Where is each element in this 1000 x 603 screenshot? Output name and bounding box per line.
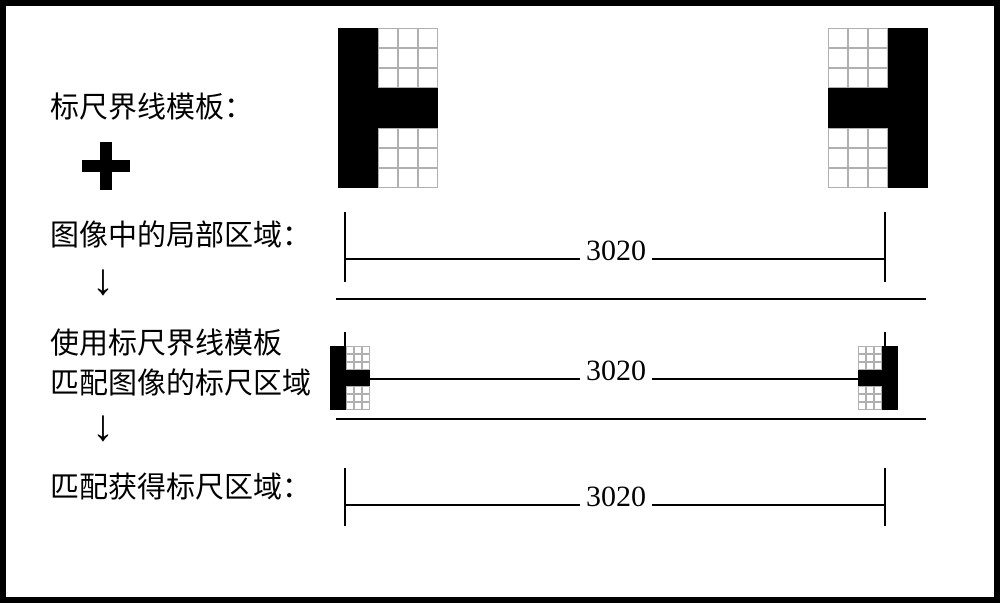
mini-template-right bbox=[858, 346, 898, 410]
ruler-value: 3020 bbox=[580, 480, 652, 514]
mini-template-left bbox=[330, 346, 370, 410]
ruler-tick-left bbox=[344, 468, 346, 526]
ruler-value: 3020 bbox=[580, 354, 652, 388]
label-template: 标尺界线模板： bbox=[50, 84, 253, 126]
arrow-icon: ↓ bbox=[92, 258, 114, 302]
plus-icon-v bbox=[100, 142, 112, 190]
template-right bbox=[828, 28, 928, 188]
ruler-region-3: 3020 bbox=[344, 462, 910, 532]
label-result: 匹配获得标尺区域： bbox=[50, 464, 311, 506]
ruler-region-1: 3020 bbox=[344, 212, 910, 308]
label-match-step-2: 匹配图像的标尺区域 bbox=[50, 360, 311, 402]
ruler-baseline bbox=[336, 298, 926, 300]
template-left bbox=[338, 28, 438, 188]
label-local-region: 图像中的局部区域： bbox=[50, 212, 311, 254]
label-match-step-1: 使用标尺界线模板 bbox=[50, 320, 282, 362]
arrow-icon-2: ↓ bbox=[92, 404, 114, 448]
ruler-value: 3020 bbox=[580, 234, 652, 268]
ruler-tick-right bbox=[884, 468, 886, 526]
ruler-region-2: 3020 bbox=[344, 332, 910, 428]
ruler-tick-left bbox=[344, 212, 346, 282]
diagram-frame: 标尺界线模板： 图像中的局部区域： ↓ 使用标尺界线模板 匹配图像的标尺区域 ↓… bbox=[0, 0, 1000, 603]
ruler-tick-right bbox=[884, 212, 886, 282]
ruler-baseline bbox=[336, 418, 926, 420]
